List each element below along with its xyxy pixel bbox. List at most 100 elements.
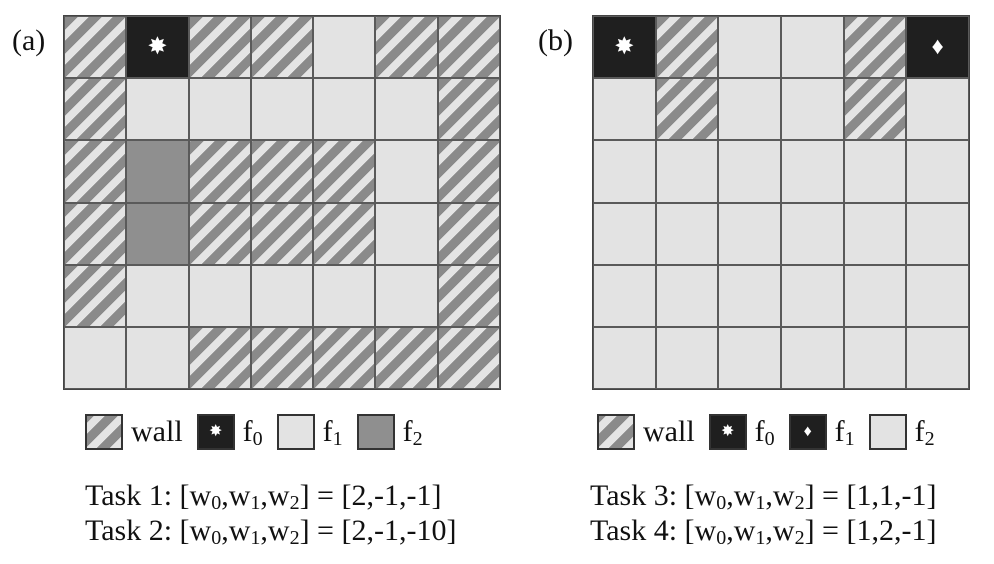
legend-swatch-wall	[597, 414, 635, 450]
grid-cell-wall	[437, 202, 500, 265]
grid-cell-f2	[843, 326, 907, 389]
grid-cell-f1	[313, 16, 376, 79]
grid-cell-wall	[313, 326, 376, 389]
grid-cell-wall	[64, 202, 127, 265]
grid-cell-f2	[655, 326, 719, 389]
grid-cell-f2	[593, 140, 656, 203]
grid-cell-f2	[593, 202, 656, 265]
grid-cell-wall	[655, 16, 719, 79]
grid-cell-f2	[655, 264, 719, 327]
grid-cell-wall	[250, 202, 314, 265]
grid-cell-f2	[781, 202, 844, 265]
grid-cell-wall	[375, 326, 438, 389]
grid-cell-f2	[126, 140, 189, 203]
grid-cell-wall	[188, 140, 251, 203]
grid-cell-f2	[781, 140, 844, 203]
grid-cell-wall	[64, 16, 127, 79]
legend-item-f1: f1	[276, 414, 343, 450]
grid-cell-wall	[437, 16, 500, 79]
task-line: Task 3: [w0,w1,w2] = [1,1,-1]	[590, 479, 937, 514]
grid-cell-f2	[906, 264, 969, 327]
grid-cell-wall	[313, 202, 376, 265]
grid-cell-f2	[126, 202, 189, 265]
gridworld-a: ✸	[63, 15, 501, 390]
grid-cell-f1	[250, 78, 314, 141]
grid-cell-f1	[375, 264, 438, 327]
grid-cell-f2	[718, 202, 781, 265]
legend-label-f1: f1	[322, 415, 343, 450]
grid-cell-wall	[437, 140, 500, 203]
grid-cell-wall	[64, 78, 127, 141]
grid-cell-f2	[593, 78, 656, 141]
grid-cell-f2	[655, 140, 719, 203]
grid-cell-f1	[188, 264, 251, 327]
grid-cell-wall	[843, 16, 907, 79]
task-line: Task 2: [w0,w1,w2] = [2,-1,-10]	[85, 514, 457, 549]
legend-label-f2: f2	[914, 415, 935, 450]
grid-cell-wall	[313, 140, 376, 203]
grid-cell-wall	[250, 140, 314, 203]
grid-cell-f1	[126, 264, 189, 327]
diamond-icon: ♦	[803, 423, 812, 440]
legend-label-f0: f0	[242, 415, 263, 450]
grid-cell-f2	[843, 264, 907, 327]
grid-cell-f2	[843, 140, 907, 203]
grid-cell-f2	[718, 264, 781, 327]
legend-item-f2: f2	[868, 414, 935, 450]
grid-cell-f2	[781, 264, 844, 327]
grid-cell-f1: ♦	[906, 16, 969, 79]
grid-cell-f0: ✸	[593, 16, 656, 79]
grid-cell-f2	[843, 202, 907, 265]
grid-cell-f1	[375, 78, 438, 141]
grid-cell-wall	[188, 16, 251, 79]
grid-cell-f2	[718, 140, 781, 203]
star-icon: ✸	[208, 423, 223, 440]
grid-cell-f1	[375, 140, 438, 203]
legend-item-wall: wall	[85, 414, 183, 450]
legend-swatch-f1: ♦	[788, 414, 827, 450]
legend-swatch-f0: ✸	[196, 414, 235, 450]
legend-label-f2: f2	[402, 415, 423, 450]
grid-cell-wall	[188, 202, 251, 265]
grid-cell-f1	[313, 264, 376, 327]
grid-cell-wall	[250, 326, 314, 389]
legend-item-f0: ✸ f0	[708, 414, 775, 450]
grid-cell-f2	[655, 202, 719, 265]
legend-item-wall: wall	[597, 414, 695, 450]
legend-label-f1: f1	[834, 415, 855, 450]
legend-item-f0: ✸ f0	[196, 414, 263, 450]
grid-cell-f1	[375, 202, 438, 265]
grid-cell-wall	[188, 326, 251, 389]
grid-cell-f1	[313, 78, 376, 141]
grid-cell-f2	[718, 326, 781, 389]
grid-cell-wall	[655, 78, 719, 141]
grid-cell-wall	[843, 78, 907, 141]
grid-cell-f2	[906, 140, 969, 203]
legend-swatch-f0: ✸	[708, 414, 747, 450]
grid-cell-f2	[781, 78, 844, 141]
task-line: Task 1: [w0,w1,w2] = [2,-1,-1]	[85, 479, 442, 514]
legend-label-wall: wall	[131, 415, 183, 448]
legend-swatch-f1	[276, 414, 315, 450]
grid-cell-f2	[781, 16, 844, 79]
grid-cell-wall	[64, 264, 127, 327]
legend-item-f1: ♦ f1	[788, 414, 855, 450]
tasks-a: Task 1: [w0,w1,w2] = [2,-1,-1] Task 2: [w…	[85, 478, 456, 548]
star-icon: ✸	[720, 423, 735, 440]
legend-label-wall: wall	[643, 415, 695, 448]
panel-a-label: (a)	[12, 24, 46, 57]
grid-cell-f1	[64, 326, 127, 389]
tasks-b: Task 3: [w0,w1,w2] = [1,1,-1] Task 4: [w0…	[590, 478, 936, 548]
grid-cell-wall	[437, 326, 500, 389]
panel-b-label: (b)	[538, 24, 573, 57]
grid-cell-f2	[906, 202, 969, 265]
grid-cell-f1	[126, 326, 189, 389]
star-icon: ✸	[147, 34, 168, 61]
grid-cell-f1	[250, 264, 314, 327]
grid-cell-wall	[250, 16, 314, 79]
task-line: Task 4: [w0,w1,w2] = [1,2,-1]	[590, 514, 937, 549]
legend-item-f2: f2	[356, 414, 423, 450]
legend-label-f0: f0	[754, 415, 775, 450]
grid-cell-f2	[781, 326, 844, 389]
grid-cell-wall	[375, 16, 438, 79]
